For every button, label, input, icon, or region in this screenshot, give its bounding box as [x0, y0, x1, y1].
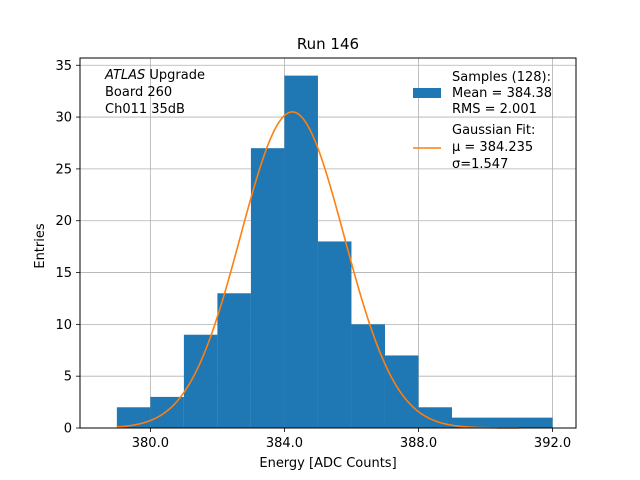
x-tick-label-0: 380.0	[132, 436, 169, 451]
x-tick-label-2: 388.0	[400, 436, 437, 451]
annotation-line-2: Ch011 35dB	[105, 102, 185, 117]
legend-fit-line-1: μ = 384.235	[452, 140, 533, 155]
histogram-bar-8	[384, 355, 419, 428]
annotation-line-1: Board 260	[105, 85, 172, 100]
legend-histogram-line-2: RMS = 2.001	[452, 102, 537, 117]
histogram-bar-1	[150, 396, 184, 428]
histogram-bar-2	[183, 334, 218, 428]
histogram-bar-4	[250, 148, 285, 428]
y-tick-label-5: 25	[55, 162, 72, 177]
y-tick-label-3: 15	[55, 266, 72, 281]
y-tick-label-4: 20	[55, 214, 72, 229]
chart-title: Run 146	[297, 35, 359, 53]
y-axis-label: Entries	[33, 223, 48, 269]
legend-histogram-line-0: Samples (128):	[452, 70, 551, 85]
gaussian-fit	[116, 111, 520, 429]
histogram-bars	[116, 75, 553, 428]
histogram-bar-5	[284, 75, 318, 428]
x-tick-label-3: 392.0	[534, 436, 571, 451]
plot-frame	[79, 57, 577, 429]
histogram-bar-7	[351, 324, 385, 428]
x-tick-label-1: 384.0	[266, 436, 303, 451]
legend-fit-line-0: Gaussian Fit:	[452, 123, 535, 138]
legend-histogram-line-1: Mean = 384.38	[452, 86, 552, 101]
y-tick-label-6: 30	[55, 111, 72, 126]
histogram-bar-3	[217, 293, 251, 428]
legend-swatch-histogram	[413, 88, 441, 98]
x-axis-label: Energy [ADC Counts]	[259, 456, 396, 471]
y-tick-label-2: 10	[55, 318, 72, 333]
y-tick-label-0: 0	[64, 422, 72, 437]
axis-ticks: 380.0 384.0 388.0 392.0 0 5 10 15 20 25 30 35	[55, 59, 571, 451]
legend: Samples (128): Mean = 384.38 RMS = 2.001…	[413, 70, 552, 172]
annotation-line-0: ATLAS Upgrade	[104, 68, 205, 83]
histogram-bar-10	[452, 417, 553, 428]
y-tick-label-1: 5	[64, 370, 72, 385]
y-tick-label-7: 35	[55, 59, 72, 74]
histogram-bar-6	[317, 241, 352, 428]
atlas-annotation: ATLAS Upgrade Board 260 Ch011 35dB	[104, 68, 205, 117]
gaussian-fit-curve	[116, 111, 520, 429]
legend-fit-line-2: σ=1.547	[452, 157, 508, 172]
